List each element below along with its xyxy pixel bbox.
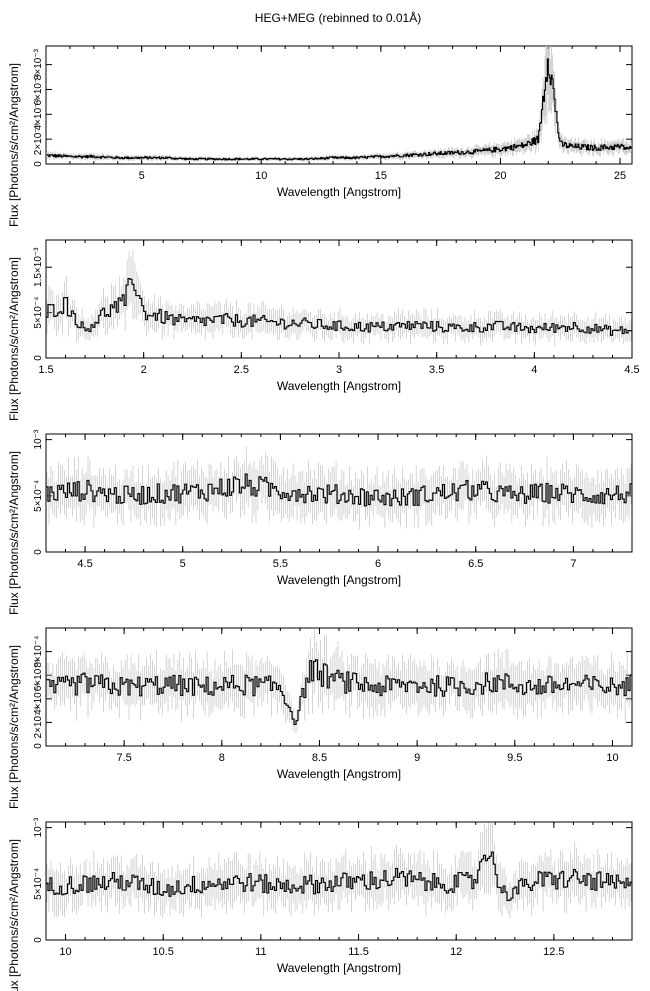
y-tick-label: 8×10⁻³ <box>33 48 44 80</box>
x-tick-label: 10.5 <box>152 946 173 958</box>
y-tick-label: 8×10⁻⁴ <box>33 636 44 668</box>
spectrum-line <box>46 473 632 507</box>
x-tick-label: 12.5 <box>543 946 564 958</box>
x-tick-label: 6.5 <box>468 558 483 570</box>
y-tick-label: 5×10⁻⁴ <box>33 868 44 900</box>
y-tick-label: 0 <box>33 743 44 749</box>
x-tick-label: 5 <box>139 170 145 182</box>
x-tick-label: 2.5 <box>234 364 249 376</box>
y-axis-label: Flux [Photons/s/cm²/Angstrom] <box>7 451 21 615</box>
error-bars <box>46 249 632 346</box>
y-tick-label: 0 <box>33 161 44 167</box>
x-tick-label: 12 <box>450 946 462 958</box>
x-tick-label: 15 <box>375 170 387 182</box>
x-axis-label: Wavelength [Angstrom] <box>277 767 401 781</box>
spectrum-line <box>46 58 632 161</box>
y-tick-label: 6×10⁻⁴ <box>33 659 44 691</box>
spectrum-line <box>46 851 632 902</box>
y-tick-label: 10⁻³ <box>33 817 44 837</box>
y-tick-label: 10⁻³ <box>33 429 44 449</box>
plot-frame <box>45 239 633 359</box>
chart-panel-3: 4.5 5 5.5 6 6.5 7 0 5×10⁻⁴ 10⁻³ Wavelength [Angst… <box>7 429 633 615</box>
x-tick-label: 3.5 <box>429 364 444 376</box>
x-tick-label: 9 <box>414 752 420 764</box>
x-tick-label: 20 <box>494 170 506 182</box>
error-bars <box>46 822 632 919</box>
x-tick-label: 10 <box>59 946 71 958</box>
x-tick-label: 10 <box>606 752 618 764</box>
x-tick-label: 11 <box>255 946 266 958</box>
x-tick-label: 4.5 <box>77 558 92 570</box>
chart-panel-5: 10 10.5 11 11.5 12 12.5 0 5×10⁻⁴ 10⁻³ Wavelength … <box>7 817 633 991</box>
y-axis-label: Flux [Photons/s/cm²/Angstrom] <box>7 63 21 227</box>
error-bars <box>46 629 632 733</box>
x-axis-label: Wavelength [Angstrom] <box>277 573 401 587</box>
chart-panel-1: 5 10 15 20 25 0 2×10⁻⁴4×10⁻⁴6×10⁻⁴8×10⁻³ Wavele… <box>7 45 633 227</box>
x-axis-label: Wavelength [Angstrom] <box>277 185 401 199</box>
y-tick-label: 5×10⁻⁴ <box>33 480 44 512</box>
y-tick-label: 0 <box>33 549 44 555</box>
x-tick-label: 5 <box>180 558 186 570</box>
x-tick-label: 3 <box>336 364 342 376</box>
x-tick-label: 8 <box>219 752 225 764</box>
spectrum-line <box>46 278 632 336</box>
y-tick-label: 6×10⁻⁴ <box>33 73 44 105</box>
spectrum-line <box>46 659 632 726</box>
y-axis-label: Flux [Photons/s/cm²/Angstrom] <box>7 839 21 991</box>
x-tick-label: 7.5 <box>116 752 131 764</box>
chart-panel-4: 7.5 8 8.5 9 9.5 10 0 2×10⁻⁴4×10⁻⁴6×10⁻⁴8×10⁻⁴ Wa… <box>7 627 633 809</box>
y-tick-label: 1.5×10⁻³ <box>33 247 44 287</box>
y-tick-label: 4×10⁻⁴ <box>33 98 44 130</box>
x-tick-label: 6 <box>375 558 381 570</box>
x-tick-label: 2 <box>141 364 147 376</box>
x-tick-label: 8.5 <box>312 752 327 764</box>
x-tick-label: 7 <box>570 558 576 570</box>
y-tick-label: 2×10⁻⁴ <box>33 706 44 738</box>
y-tick-label: 2×10⁻⁴ <box>33 123 44 155</box>
x-tick-label: 4 <box>531 364 537 376</box>
plot-frame <box>45 45 633 165</box>
error-bars <box>46 446 632 530</box>
y-tick-label: 0 <box>33 937 44 943</box>
x-tick-label: 10 <box>255 170 267 182</box>
chart-panel-2: 1.5 2 2.5 3 3.5 4 4.5 0 5×10⁻⁴ 1.5×10⁻³ Wavelength… <box>7 239 640 421</box>
figure-title: HEG+MEG (rebinned to 0.01Å) <box>255 10 421 25</box>
x-tick-label: 11.5 <box>348 946 369 958</box>
x-tick-label: 1.5 <box>38 364 53 376</box>
y-axis-label: Flux [Photons/s/cm²/Angstrom] <box>7 645 21 809</box>
y-tick-label: 0 <box>33 355 44 361</box>
x-axis-label: Wavelength [Angstrom] <box>277 961 401 975</box>
x-axis-label: Wavelength [Angstrom] <box>277 379 401 393</box>
x-tick-label: 4.5 <box>624 364 639 376</box>
y-tick-label: 4×10⁻⁴ <box>33 683 44 715</box>
x-tick-label: 9.5 <box>507 752 522 764</box>
y-tick-label: 5×10⁻⁴ <box>33 297 44 329</box>
x-tick-label: 5.5 <box>273 558 288 570</box>
y-axis-label: Flux [Photons/s/cm²/Angstrom] <box>7 257 21 421</box>
panels: 5 10 15 20 2502×10⁻⁴4×10⁻⁴6×10⁻⁴8×10⁻³Wavele… <box>7 45 640 991</box>
x-tick-label: 25 <box>614 170 626 182</box>
